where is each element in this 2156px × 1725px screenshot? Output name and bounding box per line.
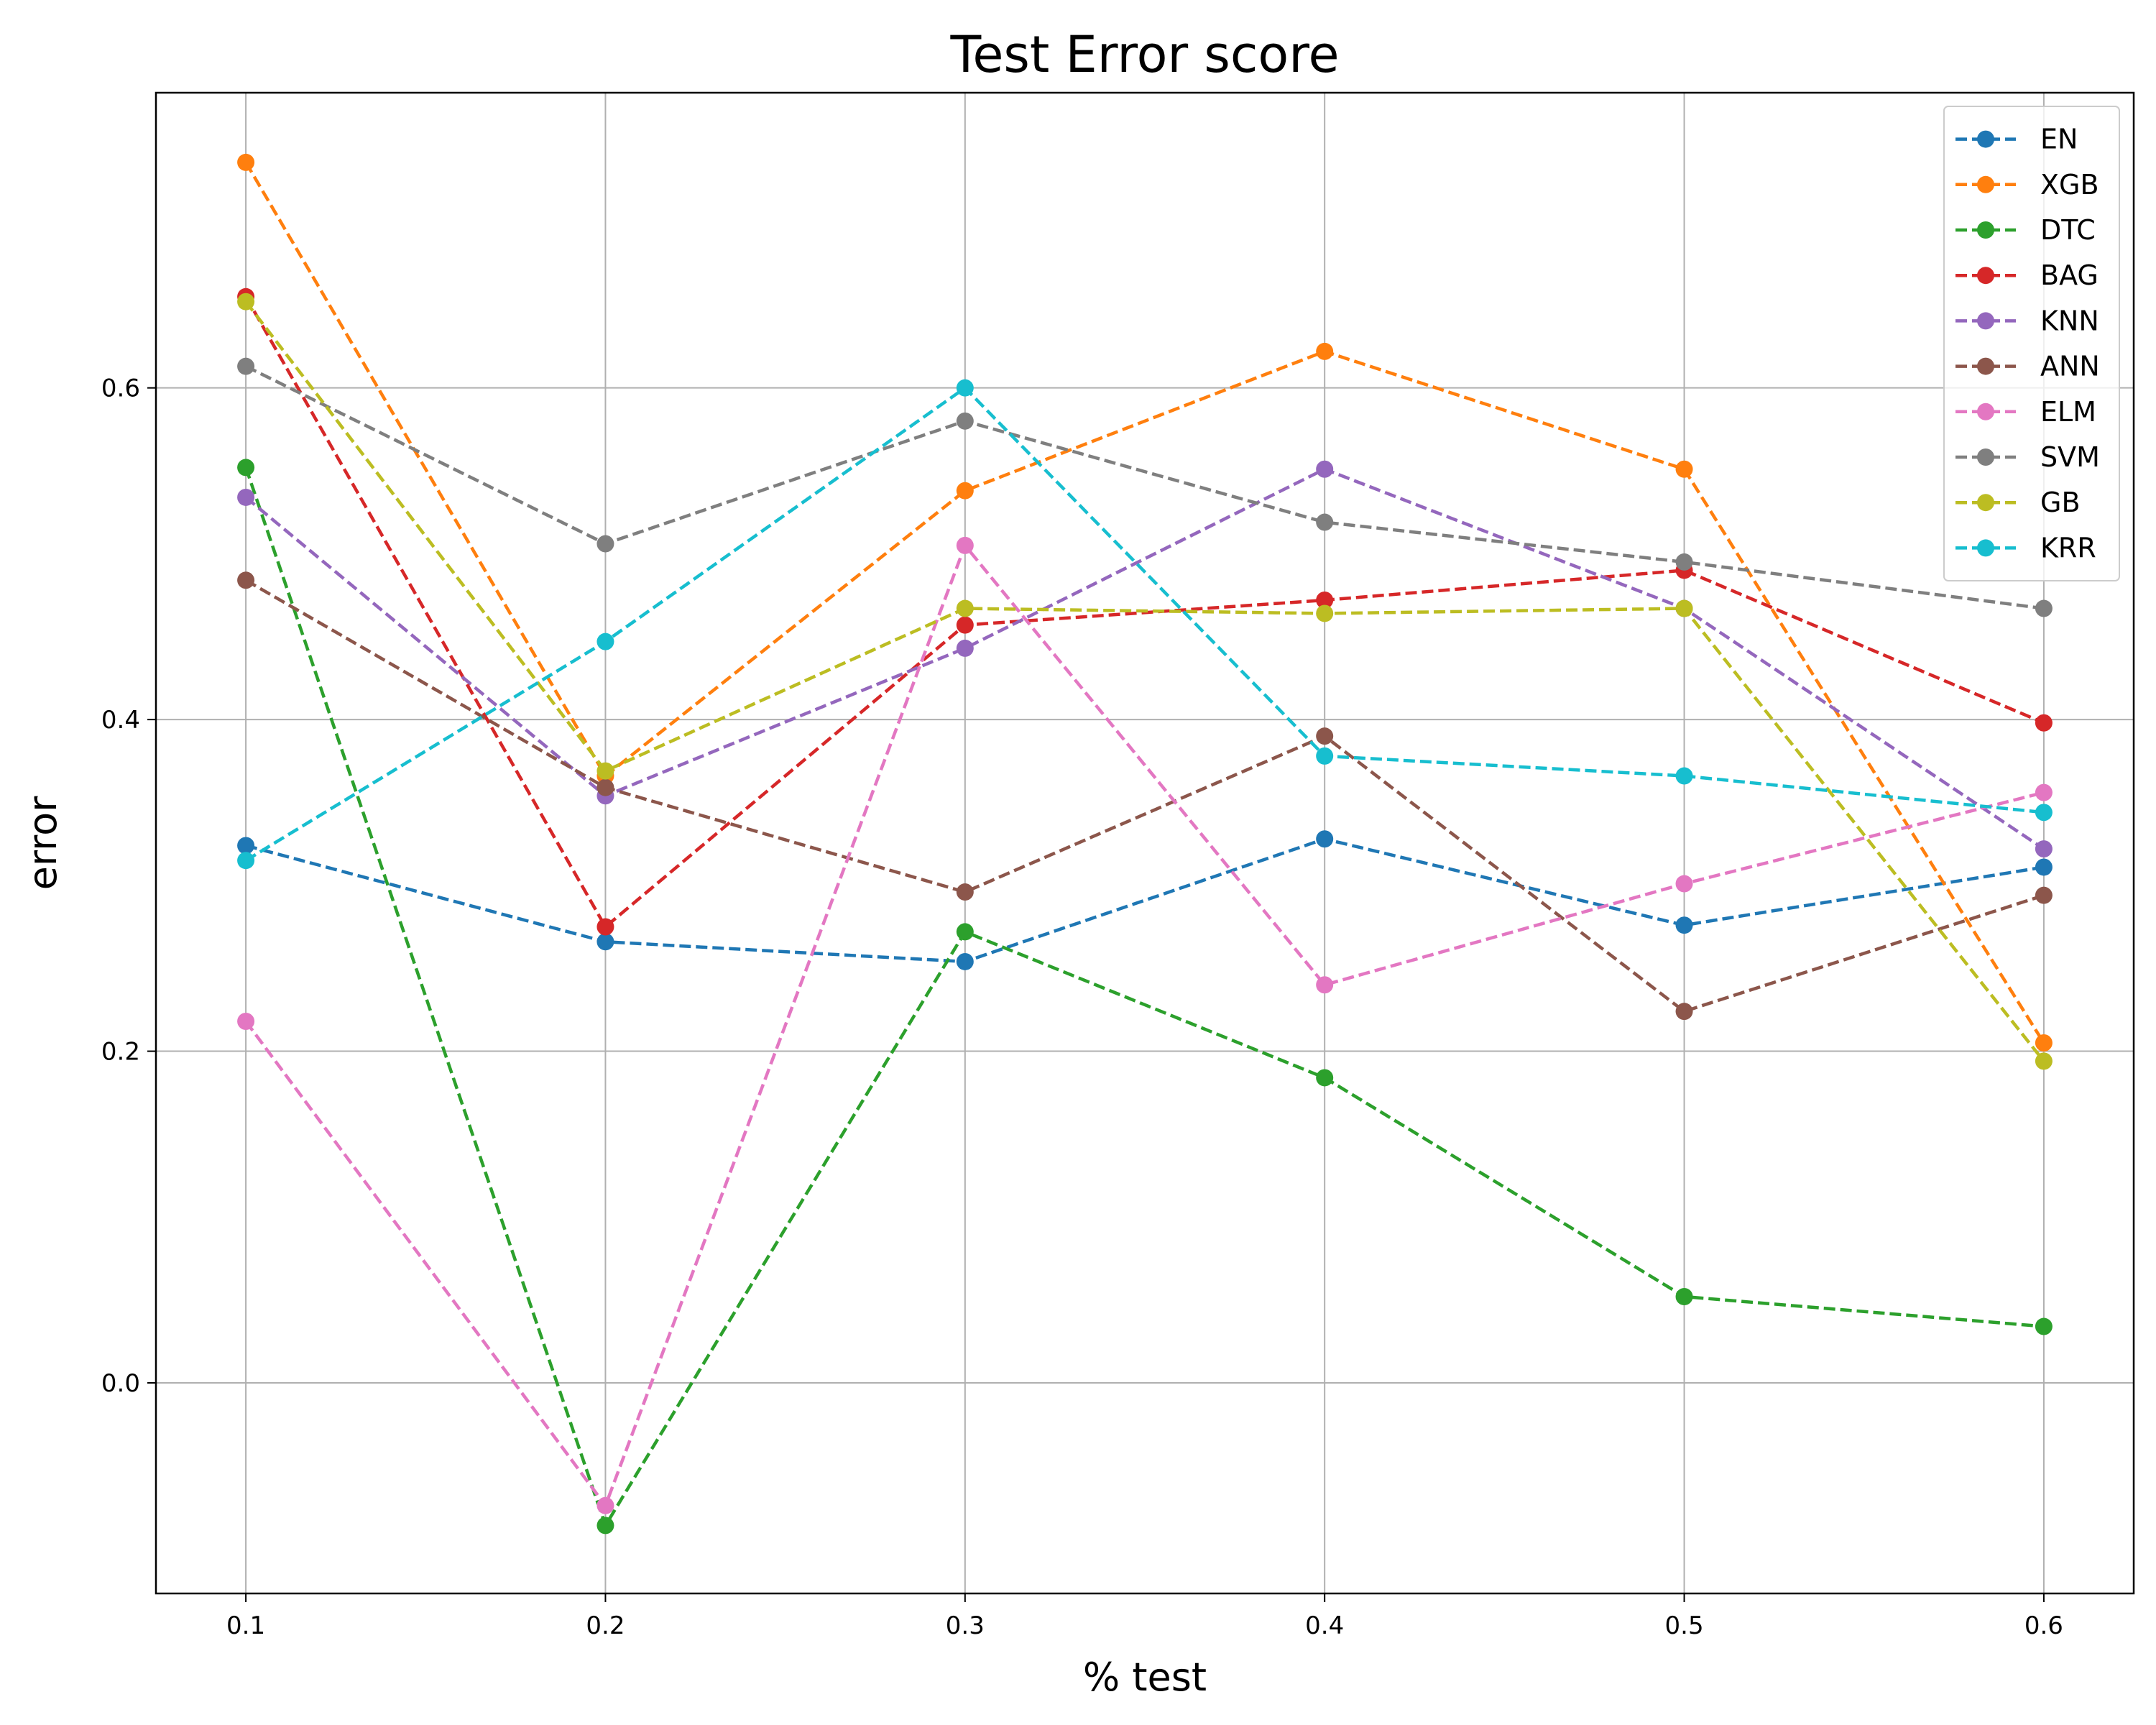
data-point-elm bbox=[237, 1013, 254, 1030]
data-point-knn bbox=[2035, 840, 2053, 857]
legend-label-bag: BAG bbox=[2040, 259, 2099, 291]
legend-label-en: EN bbox=[2040, 124, 2078, 155]
data-point-krr bbox=[237, 852, 254, 869]
data-point-elm bbox=[1676, 875, 1693, 893]
data-point-gb bbox=[237, 293, 254, 310]
legend-marker-krr bbox=[1977, 539, 1994, 556]
x-tick-label: 0.5 bbox=[1665, 1611, 1704, 1640]
data-point-svm bbox=[2035, 600, 2053, 617]
data-point-bag bbox=[957, 617, 974, 634]
y-tick-label: 0.0 bbox=[101, 1369, 140, 1398]
x-tick-label: 0.2 bbox=[586, 1611, 625, 1640]
data-point-dtc bbox=[596, 1517, 614, 1534]
data-point-xgb bbox=[957, 482, 974, 500]
data-point-ann bbox=[596, 779, 614, 796]
data-point-krr bbox=[2035, 804, 2053, 821]
legend-label-dtc: DTC bbox=[2040, 214, 2096, 246]
data-point-ann bbox=[1676, 1003, 1693, 1020]
legend-label-elm: ELM bbox=[2040, 396, 2096, 428]
legend-marker-xgb bbox=[1977, 176, 1994, 193]
data-point-en bbox=[237, 837, 254, 854]
data-point-krr bbox=[957, 380, 974, 397]
legend: EN XGB DTC BAG KNN ANN ELM SVM GB KRR bbox=[1944, 106, 2119, 581]
legend-label-xgb: XGB bbox=[2040, 169, 2099, 201]
legend-marker-knn bbox=[1977, 312, 1994, 329]
data-point-svm bbox=[237, 358, 254, 375]
data-point-knn bbox=[237, 489, 254, 506]
data-point-gb bbox=[957, 600, 974, 617]
legend-label-svm: SVM bbox=[2040, 441, 2100, 473]
y-tick-label: 0.4 bbox=[101, 706, 140, 735]
y-tick-label: 0.6 bbox=[101, 374, 140, 403]
x-tick-label: 0.3 bbox=[946, 1611, 985, 1640]
data-point-svm bbox=[1676, 553, 1693, 571]
chart-title: Test Error score bbox=[949, 25, 1339, 84]
data-point-en bbox=[2035, 858, 2053, 875]
x-axis-title: % test bbox=[1083, 1655, 1207, 1700]
data-point-elm bbox=[596, 1497, 614, 1514]
legend-label-knn: KNN bbox=[2040, 305, 2099, 336]
data-point-bag bbox=[596, 919, 614, 936]
data-point-en bbox=[957, 953, 974, 970]
data-point-ann bbox=[2035, 887, 2053, 904]
x-tick-label: 0.4 bbox=[1305, 1611, 1344, 1640]
legend-marker-svm bbox=[1977, 448, 1994, 466]
data-point-svm bbox=[596, 535, 614, 553]
data-point-dtc bbox=[237, 459, 254, 476]
data-point-gb bbox=[2035, 1052, 2053, 1070]
legend-marker-elm bbox=[1977, 403, 1994, 420]
data-point-gb bbox=[1676, 600, 1693, 617]
data-point-gb bbox=[596, 763, 614, 780]
data-point-dtc bbox=[1676, 1288, 1693, 1305]
data-point-xgb bbox=[237, 154, 254, 171]
legend-label-krr: KRR bbox=[2040, 532, 2096, 564]
data-point-krr bbox=[596, 633, 614, 650]
data-point-elm bbox=[1316, 976, 1333, 993]
data-point-krr bbox=[1676, 768, 1693, 785]
x-tick-label: 0.6 bbox=[2024, 1611, 2063, 1640]
legend-marker-ann bbox=[1977, 358, 1994, 375]
data-point-en bbox=[1316, 830, 1333, 847]
legend-marker-bag bbox=[1977, 267, 1994, 284]
data-point-en bbox=[596, 933, 614, 950]
legend-marker-dtc bbox=[1977, 221, 1994, 239]
data-point-gb bbox=[1316, 604, 1333, 622]
y-tick-label: 0.2 bbox=[101, 1038, 140, 1067]
legend-marker-en bbox=[1977, 131, 1994, 148]
legend-marker-gb bbox=[1977, 494, 1994, 511]
data-point-dtc bbox=[1316, 1069, 1333, 1086]
data-point-bag bbox=[2035, 714, 2053, 732]
legend-label-gb: GB bbox=[2040, 487, 2081, 518]
data-point-ann bbox=[957, 883, 974, 901]
legend-label-ann: ANN bbox=[2040, 351, 2100, 382]
data-point-svm bbox=[1316, 514, 1333, 531]
data-point-ann bbox=[237, 571, 254, 589]
data-point-dtc bbox=[2035, 1318, 2053, 1335]
data-point-ann bbox=[1316, 727, 1333, 745]
data-point-elm bbox=[2035, 784, 2053, 801]
data-point-en bbox=[1676, 916, 1693, 934]
data-point-knn bbox=[1316, 461, 1333, 478]
data-point-xgb bbox=[1316, 343, 1333, 360]
data-point-xgb bbox=[1676, 461, 1693, 478]
data-point-elm bbox=[957, 537, 974, 554]
data-point-krr bbox=[1316, 748, 1333, 765]
data-point-dtc bbox=[957, 923, 974, 940]
data-point-xgb bbox=[2035, 1034, 2053, 1052]
data-point-knn bbox=[957, 640, 974, 657]
y-axis-title: error bbox=[20, 796, 65, 891]
data-point-svm bbox=[957, 413, 974, 430]
x-tick-label: 0.1 bbox=[226, 1611, 265, 1640]
